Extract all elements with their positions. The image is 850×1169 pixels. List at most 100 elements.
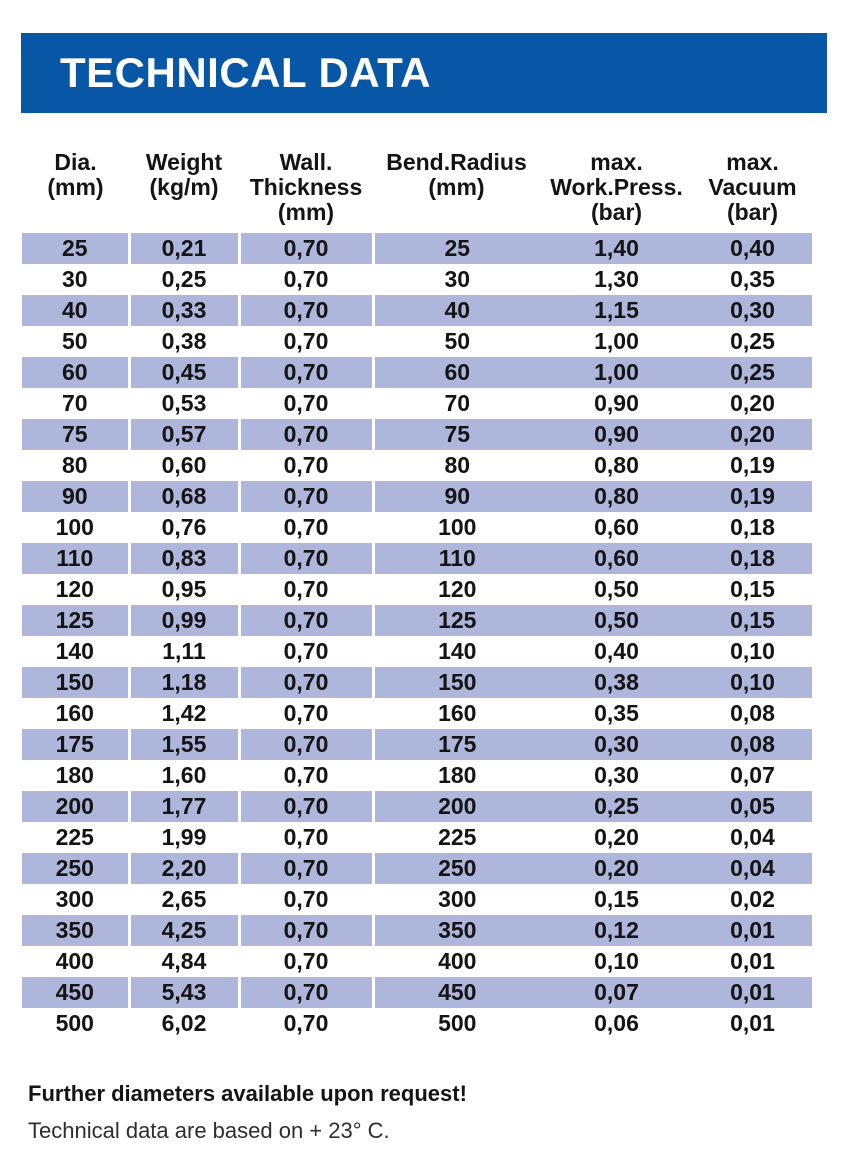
cell-max-vacuum: 0,01	[693, 915, 812, 946]
cell-wall-thickness: 0,70	[239, 419, 375, 450]
cell-max-work-press: 0,50	[540, 574, 693, 605]
cell-weight: 0,45	[129, 357, 241, 388]
column-header-wall-thickness: Wall. Thickness (mm)	[249, 149, 363, 225]
table-row: 30 0,25 0,70 30 1,30 0,35	[22, 264, 812, 295]
table-row: 50 0,38 0,70 50 1,00 0,25	[22, 326, 812, 357]
cell-dia: 80	[22, 450, 131, 481]
cell-bend-radius: 150	[373, 667, 540, 698]
cell-weight: 1,60	[129, 760, 241, 791]
cell-max-vacuum: 0,15	[693, 605, 812, 636]
table-row: 180 1,60 0,70 180 0,30 0,07	[22, 760, 812, 791]
cell-wall-thickness: 0,70	[239, 481, 375, 512]
cell-bend-radius: 110	[373, 543, 540, 574]
technical-data-table: Dia. (mm) Weight (kg/m) Wall. Thickness (m…	[22, 150, 814, 1039]
cell-wall-thickness: 0,70	[239, 233, 375, 264]
cell-dia: 300	[22, 884, 131, 915]
cell-dia: 100	[22, 512, 131, 543]
cell-dia: 140	[22, 636, 131, 667]
column-header-max-work-press: max. Work.Press. (bar)	[550, 149, 683, 225]
cell-max-vacuum: 0,20	[693, 388, 812, 419]
table-row: 300 2,65 0,70 300 0,15 0,02	[22, 884, 812, 915]
cell-max-vacuum: 0,18	[693, 512, 812, 543]
cell-wall-thickness: 0,70	[239, 915, 375, 946]
cell-dia: 500	[22, 1008, 131, 1039]
cell-bend-radius: 40	[373, 295, 540, 326]
cell-wall-thickness: 0,70	[239, 636, 375, 667]
cell-max-vacuum: 0,15	[693, 574, 812, 605]
cell-wall-thickness: 0,70	[239, 667, 375, 698]
cell-max-vacuum: 0,01	[693, 946, 812, 977]
table-row: 60 0,45 0,70 60 1,00 0,25	[22, 357, 812, 388]
cell-max-work-press: 0,90	[540, 419, 693, 450]
cell-weight: 0,25	[129, 264, 241, 295]
cell-dia: 50	[22, 326, 131, 357]
cell-weight: 1,99	[129, 822, 241, 853]
cell-weight: 1,11	[129, 636, 241, 667]
table-row: 120 0,95 0,70 120 0,50 0,15	[22, 574, 812, 605]
cell-bend-radius: 100	[373, 512, 540, 543]
table-row: 160 1,42 0,70 160 0,35 0,08	[22, 698, 812, 729]
cell-bend-radius: 140	[373, 636, 540, 667]
table-header: Dia. (mm) Weight (kg/m) Wall. Thickness (m…	[22, 150, 812, 233]
cell-wall-thickness: 0,70	[239, 388, 375, 419]
cell-bend-radius: 160	[373, 698, 540, 729]
cell-bend-radius: 30	[373, 264, 540, 295]
cell-bend-radius: 125	[373, 605, 540, 636]
cell-bend-radius: 180	[373, 760, 540, 791]
cell-max-work-press: 1,15	[540, 295, 693, 326]
header-row: Dia. (mm) Weight (kg/m) Wall. Thickness (m…	[22, 150, 812, 233]
cell-max-vacuum: 0,10	[693, 667, 812, 698]
table-row: 500 6,02 0,70 500 0,06 0,01	[22, 1008, 812, 1039]
cell-max-work-press: 1,30	[540, 264, 693, 295]
cell-dia: 30	[22, 264, 131, 295]
cell-weight: 1,55	[129, 729, 241, 760]
cell-max-work-press: 0,07	[540, 977, 693, 1008]
cell-max-vacuum: 0,35	[693, 264, 812, 295]
cell-max-work-press: 0,30	[540, 729, 693, 760]
cell-weight: 6,02	[129, 1008, 241, 1039]
table-row: 400 4,84 0,70 400 0,10 0,01	[22, 946, 812, 977]
cell-weight: 4,84	[129, 946, 241, 977]
cell-max-vacuum: 0,01	[693, 977, 812, 1008]
column-header-max-vacuum: max. Vacuum (bar)	[708, 149, 797, 225]
cell-max-vacuum: 0,40	[693, 233, 812, 264]
cell-max-work-press: 1,00	[540, 357, 693, 388]
cell-max-vacuum: 0,20	[693, 419, 812, 450]
cell-weight: 1,77	[129, 791, 241, 822]
cell-wall-thickness: 0,70	[239, 884, 375, 915]
cell-wall-thickness: 0,70	[239, 1008, 375, 1039]
table-row: 100 0,76 0,70 100 0,60 0,18	[22, 512, 812, 543]
cell-wall-thickness: 0,70	[239, 760, 375, 791]
cell-bend-radius: 250	[373, 853, 540, 884]
column-header-weight: Weight (kg/m)	[145, 149, 223, 200]
cell-dia: 75	[22, 419, 131, 450]
cell-max-work-press: 0,80	[540, 450, 693, 481]
cell-max-work-press: 0,12	[540, 915, 693, 946]
footer-notes: Further diameters available upon request…	[28, 1081, 818, 1144]
cell-weight: 0,76	[129, 512, 241, 543]
column-header-bend-radius: Bend.Radius (mm)	[386, 149, 527, 200]
cell-weight: 0,53	[129, 388, 241, 419]
cell-max-vacuum: 0,25	[693, 357, 812, 388]
cell-bend-radius: 80	[373, 450, 540, 481]
cell-bend-radius: 175	[373, 729, 540, 760]
cell-max-work-press: 0,90	[540, 388, 693, 419]
cell-max-vacuum: 0,04	[693, 822, 812, 853]
cell-wall-thickness: 0,70	[239, 574, 375, 605]
footer-note-temperature: Technical data are based on + 23° C.	[28, 1118, 390, 1143]
table-row: 75 0,57 0,70 75 0,90 0,20	[22, 419, 812, 450]
cell-max-work-press: 0,50	[540, 605, 693, 636]
cell-max-work-press: 0,60	[540, 543, 693, 574]
cell-wall-thickness: 0,70	[239, 729, 375, 760]
cell-bend-radius: 75	[373, 419, 540, 450]
cell-bend-radius: 120	[373, 574, 540, 605]
cell-weight: 2,65	[129, 884, 241, 915]
header-banner: TECHNICAL DATA	[21, 33, 827, 113]
cell-bend-radius: 50	[373, 326, 540, 357]
cell-max-work-press: 0,25	[540, 791, 693, 822]
footer-note-request: Further diameters available upon request…	[28, 1081, 467, 1106]
cell-dia: 110	[22, 543, 131, 574]
cell-dia: 150	[22, 667, 131, 698]
cell-max-work-press: 0,20	[540, 853, 693, 884]
cell-max-work-press: 0,40	[540, 636, 693, 667]
